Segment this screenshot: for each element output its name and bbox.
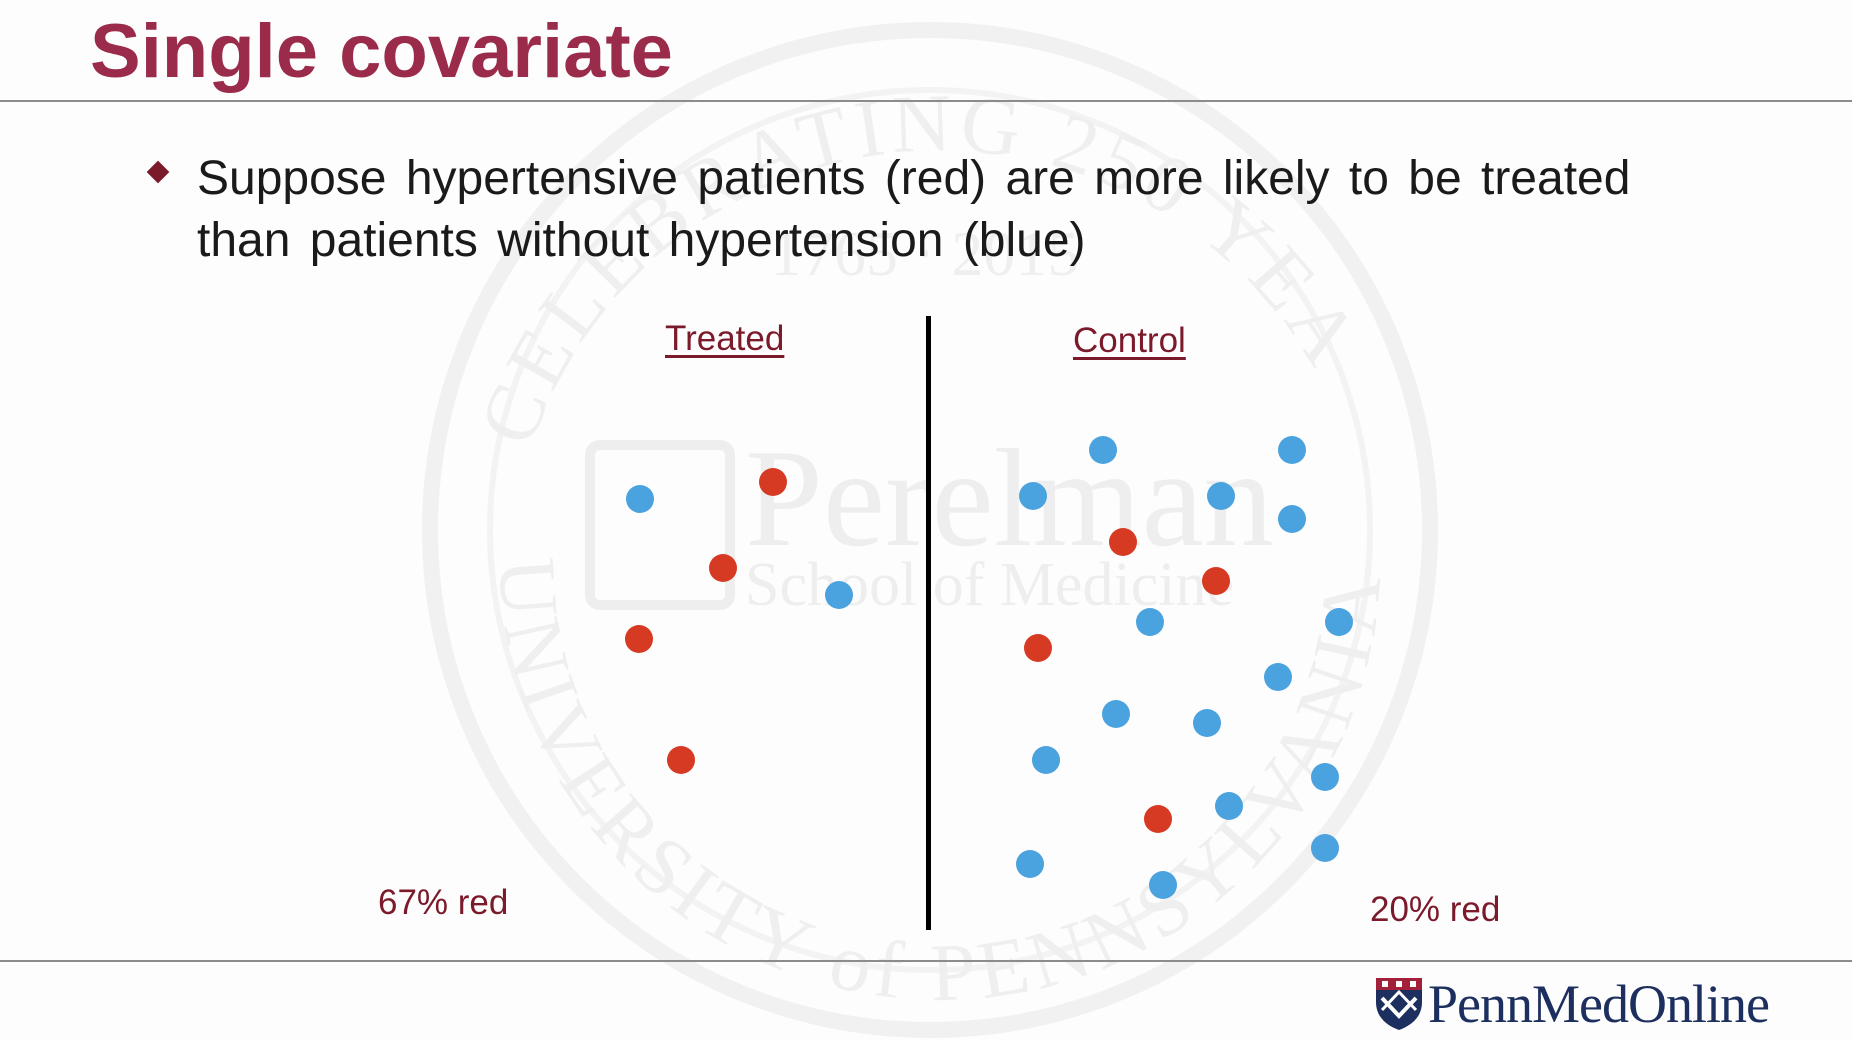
control-percent-red: 20% red (1370, 890, 1501, 929)
control-blue-patient-dot (1193, 709, 1221, 737)
control-blue-patient-dot (1149, 871, 1177, 899)
bullet-text: Suppose hypertensive patients (red) are … (197, 152, 1631, 267)
control-blue-patient-dot (1278, 505, 1306, 533)
treated-blue-patient-dot (825, 581, 853, 609)
control-blue-patient-dot (1207, 482, 1235, 510)
treated-red-patient-dot (709, 554, 737, 582)
control-blue-patient-dot (1089, 436, 1117, 464)
treated-red-patient-dot (667, 746, 695, 774)
control-blue-patient-dot (1278, 436, 1306, 464)
logo-text: PennMedOnline (1428, 974, 1770, 1034)
control-red-patient-dot (1144, 805, 1172, 833)
title-divider (0, 100, 1852, 102)
control-red-patient-dot (1202, 567, 1230, 595)
control-blue-patient-dot (1019, 482, 1047, 510)
control-blue-patient-dot (1311, 763, 1339, 791)
control-label: Control (1073, 321, 1186, 360)
treated-percent-red: 67% red (378, 883, 509, 922)
slide-title: Single covariate (90, 9, 673, 94)
control-blue-patient-dot (1311, 834, 1339, 862)
control-red-patient-dot (1024, 634, 1052, 662)
pennmedonline-logo: PennMedOnline (1374, 972, 1770, 1036)
treated-red-patient-dot (759, 468, 787, 496)
footer-divider (0, 960, 1852, 962)
control-blue-patient-dot (1136, 608, 1164, 636)
group-divider-line (926, 316, 931, 930)
treated-label: Treated (665, 319, 785, 358)
control-blue-patient-dot (1264, 663, 1292, 691)
treated-red-patient-dot (625, 625, 653, 653)
control-blue-patient-dot (1215, 792, 1243, 820)
control-blue-patient-dot (1325, 608, 1353, 636)
bullet-point: Suppose hypertensive patients (red) are … (146, 148, 1710, 272)
control-blue-patient-dot (1102, 700, 1130, 728)
control-blue-patient-dot (1016, 850, 1044, 878)
control-blue-patient-dot (1032, 746, 1060, 774)
penn-shield-icon (1376, 978, 1422, 1030)
treated-blue-patient-dot (626, 485, 654, 513)
control-red-patient-dot (1109, 528, 1137, 556)
